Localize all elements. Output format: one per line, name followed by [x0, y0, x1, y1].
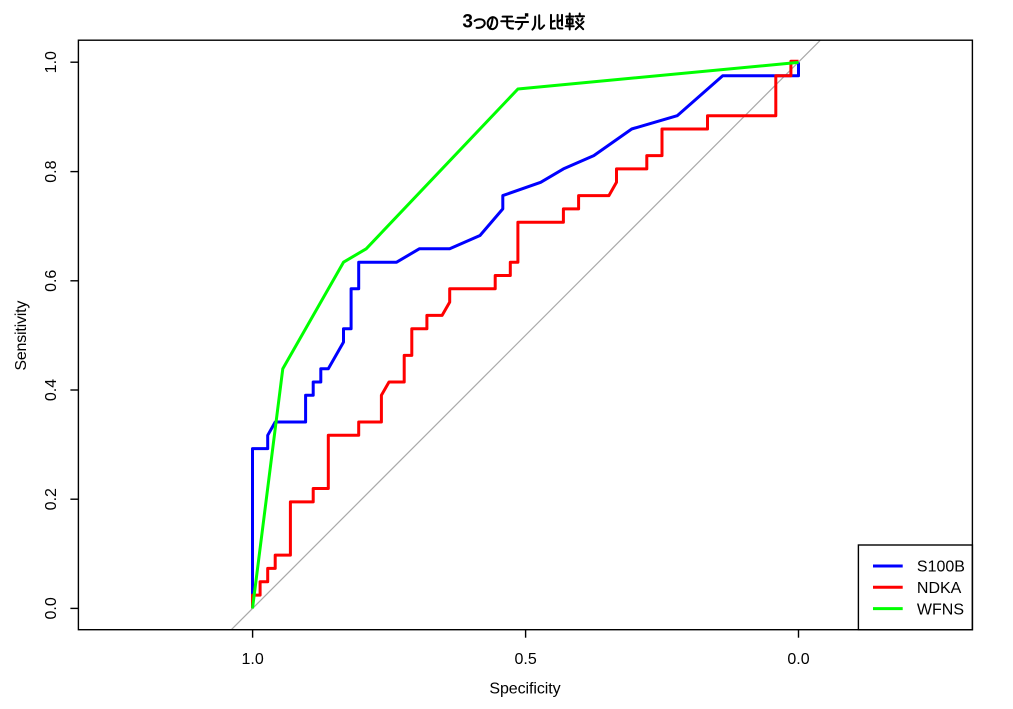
svg-text:0.5: 0.5 [514, 651, 536, 668]
svg-text:3: 3 [462, 11, 473, 32]
svg-text:0.2: 0.2 [43, 488, 60, 510]
svg-text:0.0: 0.0 [787, 651, 809, 668]
svg-text:1.0: 1.0 [43, 51, 60, 73]
svg-text:0.0: 0.0 [43, 597, 60, 619]
svg-text:S100B: S100B [917, 559, 965, 576]
svg-text:Specificity: Specificity [489, 681, 560, 698]
svg-text:Sensitivity: Sensitivity [13, 301, 30, 371]
svg-text:0.6: 0.6 [43, 270, 60, 292]
svg-text:WFNS: WFNS [917, 601, 964, 618]
svg-text:0.8: 0.8 [43, 160, 60, 182]
svg-text:1.0: 1.0 [241, 651, 263, 668]
svg-text:0.4: 0.4 [43, 379, 60, 401]
svg-text:NDKA: NDKA [917, 580, 962, 597]
